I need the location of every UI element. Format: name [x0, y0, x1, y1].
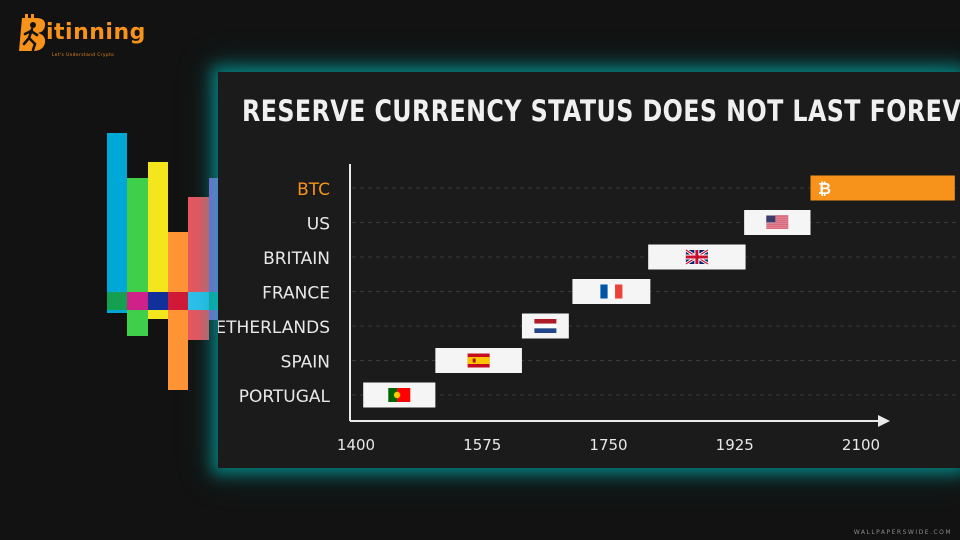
x-axis-arrow: [878, 415, 890, 427]
brand-tagline: Let's Understand Crypto: [52, 52, 115, 57]
france-flag-icon: [600, 284, 623, 299]
chart-title: RESERVE CURRENCY STATUS DOES NOT LAST FO…: [242, 94, 960, 128]
uk-flag-icon: [685, 248, 709, 266]
brand-name: itinning: [46, 20, 146, 45]
category-label: BTC: [297, 180, 330, 200]
brand-logo: itinning Let's Understand Crypto: [16, 14, 166, 60]
category-label: NETHERLANDS: [218, 318, 330, 338]
bitcoin-runner-logo-icon: [19, 14, 46, 52]
portugal-flag-icon: [388, 388, 411, 402]
x-tick-label: 1575: [463, 436, 501, 454]
bitcoin-icon: ₿: [818, 179, 831, 198]
category-label: FRANCE: [262, 284, 330, 304]
category-label: SPAIN: [281, 353, 330, 373]
category-label: PORTUGAL: [239, 387, 331, 407]
color-bars-decoration: [107, 133, 219, 390]
spain-flag-icon: [467, 353, 490, 368]
netherlands-flag-icon: [534, 319, 557, 333]
timeline-chart: BTC US BRITAIN FRANCE NETHERLANDS SPAIN PORTUG…: [218, 164, 960, 454]
bar-btc: [810, 175, 955, 201]
chart-panel: RESERVE CURRENCY STATUS DOES NOT LAST FO…: [218, 72, 960, 468]
us-flag-icon: [766, 215, 789, 229]
x-tick-label: 1925: [716, 436, 754, 454]
x-tick-label: 1400: [337, 436, 375, 454]
x-tick-label: 2100: [842, 436, 880, 454]
x-tick-label: 1750: [589, 436, 627, 454]
watermark: WALLPAPERSWIDE.COM: [853, 529, 952, 536]
category-label: BRITAIN: [263, 249, 330, 269]
category-label: US: [307, 215, 330, 235]
